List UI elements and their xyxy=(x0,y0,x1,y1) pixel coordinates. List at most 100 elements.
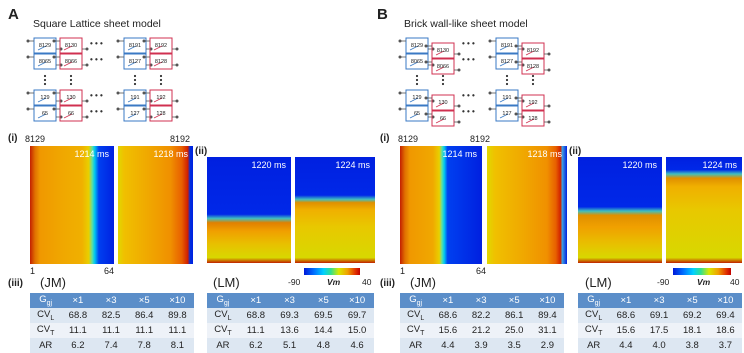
panel-a-letter: A xyxy=(8,6,19,23)
table-cell: 11.1 xyxy=(238,323,273,338)
table-cell: 68.6 xyxy=(609,308,643,323)
table-cell: 82.5 xyxy=(94,308,128,323)
colorbar-b-min: -90 xyxy=(657,277,670,287)
header-gap-junction: Ggj xyxy=(578,293,610,308)
svg-text:129: 129 xyxy=(412,95,421,101)
lattice-b-ellipsis-v xyxy=(531,74,535,78)
lattice-b-ellipsis-v xyxy=(441,82,445,86)
table-cell: 3.9 xyxy=(464,338,498,353)
colorbar-a xyxy=(304,268,360,275)
table-cell: 4.4 xyxy=(609,338,643,353)
colorbar-a-min: -90 xyxy=(288,277,301,287)
lattice-b-ellipsis-v xyxy=(441,78,445,82)
lattice-a-ellipsis-v xyxy=(159,82,163,86)
svg-text:192: 192 xyxy=(156,95,165,101)
lattice-b-ellipsis-v xyxy=(505,82,509,86)
lattice-a-cell-192: 192 xyxy=(142,89,179,106)
table-cell: 15.0 xyxy=(340,323,374,338)
table-cell: 18.6 xyxy=(708,323,742,338)
results-table-1: Ggj ×1 ×3 ×5 ×10 CVL 68.8 82.5 86.4 89.8 CVT 11.1 11… xyxy=(30,293,194,353)
svg-text:65: 65 xyxy=(42,111,48,117)
table-cell: 68.8 xyxy=(238,308,273,323)
lattice-b-ellipsis-h: • • • xyxy=(462,107,475,116)
time-label: 1218 ms xyxy=(153,149,188,159)
lattice-a-cell-191: 191 xyxy=(116,89,153,106)
header-multiplier: ×10 xyxy=(530,293,564,308)
svg-text:66: 66 xyxy=(68,111,74,117)
header-multiplier: ×1 xyxy=(609,293,643,308)
lattice-a-cell-65: 65 xyxy=(26,105,63,122)
lattice-a-cell-130: 130 xyxy=(52,89,89,106)
heatmap-a-i-1214: 1214 ms xyxy=(30,146,114,264)
table-cell: 15.6 xyxy=(609,323,643,338)
panel-b-letter: B xyxy=(377,6,388,23)
lattice-a-cell-8128: 8128 xyxy=(142,53,179,70)
header-multiplier: ×1 xyxy=(431,293,465,308)
svg-text:8127: 8127 xyxy=(129,59,141,65)
panel-b-corner-bottom-right: 64 xyxy=(476,266,487,276)
lattice-a-cell-8129: 8129 xyxy=(26,37,63,54)
lattice-b-ellipsis-v xyxy=(441,74,445,78)
svg-text:8065: 8065 xyxy=(411,59,423,65)
panel-a-lattice-diagram: 8129 8130 8191 8192 8065 8066 8127 8128 129 130 19… xyxy=(26,37,179,122)
time-label: 1220 ms xyxy=(622,160,657,170)
colorbar-a-label: Vm xyxy=(327,277,341,287)
row-label: CVT xyxy=(578,323,610,338)
table-cell: 2.9 xyxy=(530,338,564,353)
table-cell: 69.1 xyxy=(642,308,676,323)
lattice-a-ellipsis-v xyxy=(159,78,163,82)
panel-b-title: Brick wall-like sheet model xyxy=(404,18,528,30)
row-label: AR xyxy=(400,338,432,353)
svg-text:191: 191 xyxy=(502,95,511,101)
table-row: AR 6.2 5.1 4.8 4.6 xyxy=(207,338,374,353)
lattice-a-ellipsis-h: • • • xyxy=(90,107,103,116)
svg-text:8191: 8191 xyxy=(501,43,513,49)
lattice-a-ellipsis-v xyxy=(43,82,47,86)
row-label: AR xyxy=(30,338,62,353)
row-label: CVL xyxy=(30,308,62,323)
panel-a-corner-bottom-left: 1 xyxy=(30,266,36,276)
lattice-b-cell-127: 127 xyxy=(488,105,525,122)
lattice-b-ellipsis-h: • • • xyxy=(462,91,475,100)
svg-text:65: 65 xyxy=(414,111,420,117)
lattice-b-cell-191: 191 xyxy=(488,89,525,106)
colorbar-b xyxy=(673,268,731,275)
svg-text:130: 130 xyxy=(438,100,447,106)
lattice-b-cell-129: 129 xyxy=(398,89,435,106)
lattice-b-cell-8192: 8192 xyxy=(514,42,551,59)
lattice-b-cell-65: 65 xyxy=(398,105,435,122)
header-multiplier: ×3 xyxy=(464,293,498,308)
lattice-b-cell-8065: 8065 xyxy=(398,53,435,70)
lattice-b-ellipsis-v xyxy=(531,78,535,82)
header-multiplier: ×5 xyxy=(127,293,161,308)
lattice-a-ellipsis-v xyxy=(43,74,47,78)
svg-text:8128: 8128 xyxy=(155,59,167,65)
svg-text:8130: 8130 xyxy=(65,43,77,49)
row-label: AR xyxy=(578,338,610,353)
table-cell: 25.0 xyxy=(497,323,531,338)
table-2-label: (LM) xyxy=(213,275,240,290)
lattice-b-ellipsis-v xyxy=(505,78,509,82)
table-cell: 4.6 xyxy=(340,338,374,353)
lattice-b-ellipsis-v xyxy=(415,74,419,78)
svg-text:8130: 8130 xyxy=(437,48,449,54)
table-4-label: (LM) xyxy=(585,275,612,290)
table-cell: 21.2 xyxy=(464,323,498,338)
heatmap-a-ii-1224: 1224 ms xyxy=(295,157,375,263)
lattice-b-cell-8128: 8128 xyxy=(514,58,551,75)
results-table-3: Ggj ×1 ×3 ×5 ×10 CVL 68.6 82.2 86.1 89.4 CVT 15.6 21… xyxy=(400,293,564,353)
heatmap-a-i-1218: 1218 ms xyxy=(118,146,193,264)
panel-b-brick-diagram: 8129 8130 8191 8192 8065 8066 8127 8128 129 130 19… xyxy=(398,37,551,127)
lattice-a-ellipsis-v xyxy=(133,74,137,78)
results-table-4: Ggj ×1 ×3 ×5 ×10 CVL 68.6 69.1 69.2 69.4 CVT 15.6 17… xyxy=(578,293,742,353)
colorbar-a-max: 40 xyxy=(362,277,372,287)
table-cell: 4.8 xyxy=(306,338,341,353)
svg-text:8066: 8066 xyxy=(65,59,77,65)
lattice-a-cell-8066: 8066 xyxy=(52,53,89,70)
heatmap-b-ii-1220: 1220 ms xyxy=(578,157,662,263)
lattice-b-cell-8066: 8066 xyxy=(424,58,461,75)
lattice-b-cell-128: 128 xyxy=(514,110,551,127)
row-label: CVL xyxy=(400,308,432,323)
svg-text:8129: 8129 xyxy=(39,43,51,49)
lattice-a-cell-8192: 8192 xyxy=(142,37,179,54)
